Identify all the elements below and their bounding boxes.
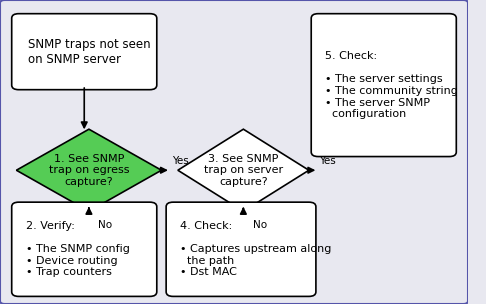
Text: No: No	[253, 220, 267, 230]
FancyBboxPatch shape	[166, 202, 316, 296]
Text: 5. Check:

• The server settings
• The community string
• The server SNMP
  conf: 5. Check: • The server settings • The co…	[325, 51, 458, 119]
Text: 4. Check:

• Captures upstream along
  the path
• Dst MAC: 4. Check: • Captures upstream along the …	[180, 221, 331, 278]
Polygon shape	[178, 129, 309, 211]
Text: Yes: Yes	[319, 156, 336, 166]
Polygon shape	[17, 129, 161, 211]
FancyBboxPatch shape	[311, 14, 456, 157]
Text: Yes: Yes	[172, 156, 189, 166]
Text: 3. See SNMP
trap on server
capture?: 3. See SNMP trap on server capture?	[204, 154, 283, 187]
FancyBboxPatch shape	[12, 14, 157, 90]
Text: 2. Verify:

• The SNMP config
• Device routing
• Trap counters: 2. Verify: • The SNMP config • Device ro…	[26, 221, 130, 278]
Text: 1. See SNMP
trap on egress
capture?: 1. See SNMP trap on egress capture?	[49, 154, 129, 187]
Text: No: No	[98, 220, 112, 230]
Text: SNMP traps not seen
on SNMP server: SNMP traps not seen on SNMP server	[28, 38, 151, 66]
FancyBboxPatch shape	[12, 202, 157, 296]
FancyBboxPatch shape	[0, 0, 468, 304]
